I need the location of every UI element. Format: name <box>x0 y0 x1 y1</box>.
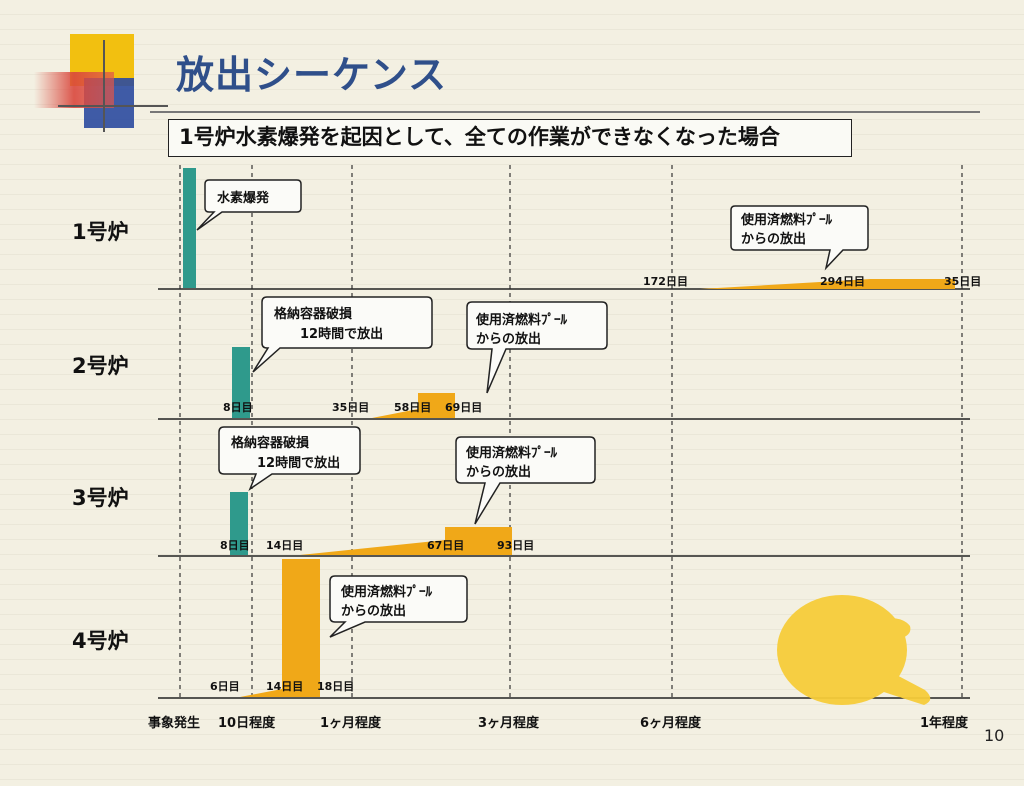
callout-row2-containment <box>252 296 433 373</box>
row2-day-58: 58日目 <box>394 401 431 414</box>
row2-day-8: 8日目 <box>223 401 253 414</box>
callout-row4-pool-line2: からの放出 <box>341 603 406 619</box>
page-number: 10 <box>984 726 1005 745</box>
callout-row2-pool-line2: からの放出 <box>476 331 541 347</box>
row3-day-67: 67日目 <box>427 539 464 552</box>
callout-row3-containment <box>218 426 361 492</box>
callout-row3-pool-line1: 使用済燃料ﾌﾟｰﾙ <box>465 445 558 461</box>
row1-day-172: 172日目 <box>643 275 688 288</box>
callout-row1-explosion-text: 水素爆発 <box>217 190 270 206</box>
axis-label-1year: 1年程度 <box>920 715 969 731</box>
axis-label-event: 事象発生 <box>148 715 200 731</box>
pointing-hand-icon <box>777 595 931 705</box>
callout-row2-pool-line1: 使用済燃料ﾌﾟｰﾙ <box>475 312 568 328</box>
row3-day-14: 14日目 <box>266 539 303 552</box>
callout-row3-pool <box>455 436 596 525</box>
row3-teal-bar <box>230 492 248 555</box>
callout-row3-containment-line2: 12時間で放出 <box>231 455 340 471</box>
callout-row3-containment-text: 格納容器破損 12時間で放出 <box>231 435 340 471</box>
row4-pool-release <box>240 559 320 697</box>
callout-row2-containment-text: 格納容器破損 12時間で放出 <box>274 306 383 342</box>
reactor-4-label: 4号炉 <box>72 629 129 653</box>
callout-row2-pool-text: 使用済燃料ﾌﾟｰﾙ からの放出 <box>475 312 572 347</box>
row1-pool-release <box>700 279 955 289</box>
callout-row3-pool-line2: からの放出 <box>466 464 531 480</box>
callout-row4-pool-text: 使用済燃料ﾌﾟｰﾙ からの放出 <box>340 584 437 619</box>
title-underline <box>150 111 980 113</box>
callout-row2-containment-line2: 12時間で放出 <box>274 326 383 342</box>
row1-day-294: 294日目 <box>820 275 865 288</box>
callout-row3-pool-text: 使用済燃料ﾌﾟｰﾙ からの放出 <box>465 445 562 480</box>
row2-teal-bar <box>232 347 250 418</box>
callout-row3-containment-line1: 格納容器破損 <box>231 435 310 451</box>
axis-label-6months: 6ヶ月程度 <box>640 715 702 731</box>
row4-day-18: 18日目 <box>317 680 354 693</box>
axis-label-3months: 3ヶ月程度 <box>478 715 540 731</box>
row3-day-8: 8日目 <box>220 539 250 552</box>
row4-day-6: 6日目 <box>210 680 240 693</box>
callout-row4-pool-line1: 使用済燃料ﾌﾟｰﾙ <box>340 584 433 600</box>
row4-day-14: 14日目 <box>266 680 303 693</box>
reactor-3-label: 3号炉 <box>72 486 129 510</box>
reactor-1-label: 1号炉 <box>72 220 129 244</box>
callout-row1-explosion <box>196 179 302 231</box>
reactor-2-label: 2号炉 <box>72 354 129 378</box>
callout-row1-pool <box>730 205 869 271</box>
callout-row1-pool-line2: からの放出 <box>741 231 806 247</box>
row3-pool-release <box>300 527 512 555</box>
row1-teal-bar <box>183 168 196 288</box>
slide-title: 放出シーケンス <box>176 53 448 97</box>
callout-row4-pool <box>329 575 468 638</box>
deco-red-bar <box>34 72 114 108</box>
scenario-box: 1号炉水素爆発を起因として、全ての作業ができなくなった場合 <box>168 119 852 157</box>
title-decoration <box>34 34 168 132</box>
row2-day-35: 35日目 <box>332 401 369 414</box>
callout-row1-pool-text: 使用済燃料ﾌﾟｰﾙ からの放出 <box>740 212 837 247</box>
row3-day-93: 93日目 <box>497 539 534 552</box>
callout-row2-containment-line1: 格納容器破損 <box>274 306 353 322</box>
callout-row1-pool-line1: 使用済燃料ﾌﾟｰﾙ <box>740 212 833 228</box>
row2-pool-release <box>372 393 455 418</box>
row1-day-35: 35日目 <box>944 275 981 288</box>
axis-label-1month: 1ヶ月程度 <box>320 715 382 731</box>
row2-day-69: 69日目 <box>445 401 482 414</box>
callout-row2-pool <box>466 301 608 394</box>
axis-label-10days: 10日程度 <box>218 715 276 731</box>
